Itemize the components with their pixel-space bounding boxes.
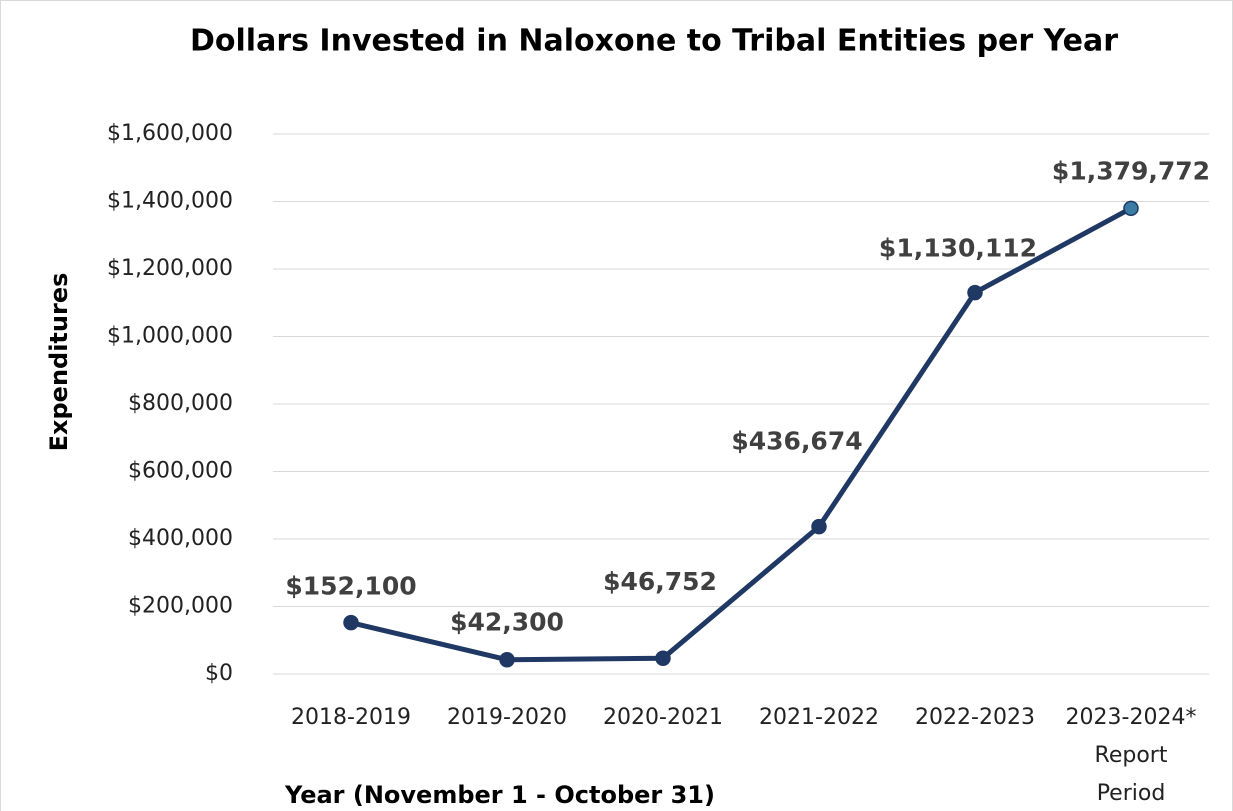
- data-label: $436,674: [731, 427, 862, 456]
- x-axis-title: Year (November 1 - October 31): [284, 781, 715, 809]
- y-tick-label: $1,400,000: [107, 189, 233, 214]
- marker: [655, 650, 671, 666]
- x-tick-label: 2020-2021: [603, 705, 723, 730]
- y-tick-label: $1,000,000: [107, 324, 233, 349]
- data-label: $42,300: [450, 608, 564, 637]
- data-label: $46,752: [603, 567, 717, 596]
- y-tick-label: $200,000: [128, 594, 233, 619]
- y-tick-label: $800,000: [128, 391, 233, 416]
- data-label: $1,379,772: [1052, 156, 1210, 185]
- marker: [967, 284, 983, 301]
- marker: [811, 518, 827, 535]
- y-tick-label: $600,000: [128, 459, 233, 484]
- y-tick-label: $1,200,000: [107, 256, 233, 281]
- data-label: $152,100: [285, 572, 416, 601]
- y-axis-title: Expenditures: [45, 273, 73, 452]
- marker: [499, 651, 515, 668]
- y-tick-label: $1,600,000: [107, 121, 233, 146]
- marker: [343, 614, 359, 631]
- y-tick-label: $0: [205, 661, 233, 686]
- x-tick-label: 2023-2024* Report Period: [1066, 705, 1197, 806]
- x-tick-label: 2022-2023: [915, 705, 1035, 730]
- line: [350, 206, 1133, 663]
- chart-title: Dollars Invested in Naloxone to Tribal E…: [190, 24, 1118, 59]
- y-tick-label: $400,000: [128, 526, 233, 551]
- data-label: $1,130,112: [879, 234, 1037, 263]
- x-tick-label: 2021-2022: [759, 705, 879, 730]
- marker: [1123, 200, 1139, 217]
- x-tick-label: 2019-2020: [447, 705, 567, 730]
- x-tick-label: 2018-2019: [291, 705, 411, 730]
